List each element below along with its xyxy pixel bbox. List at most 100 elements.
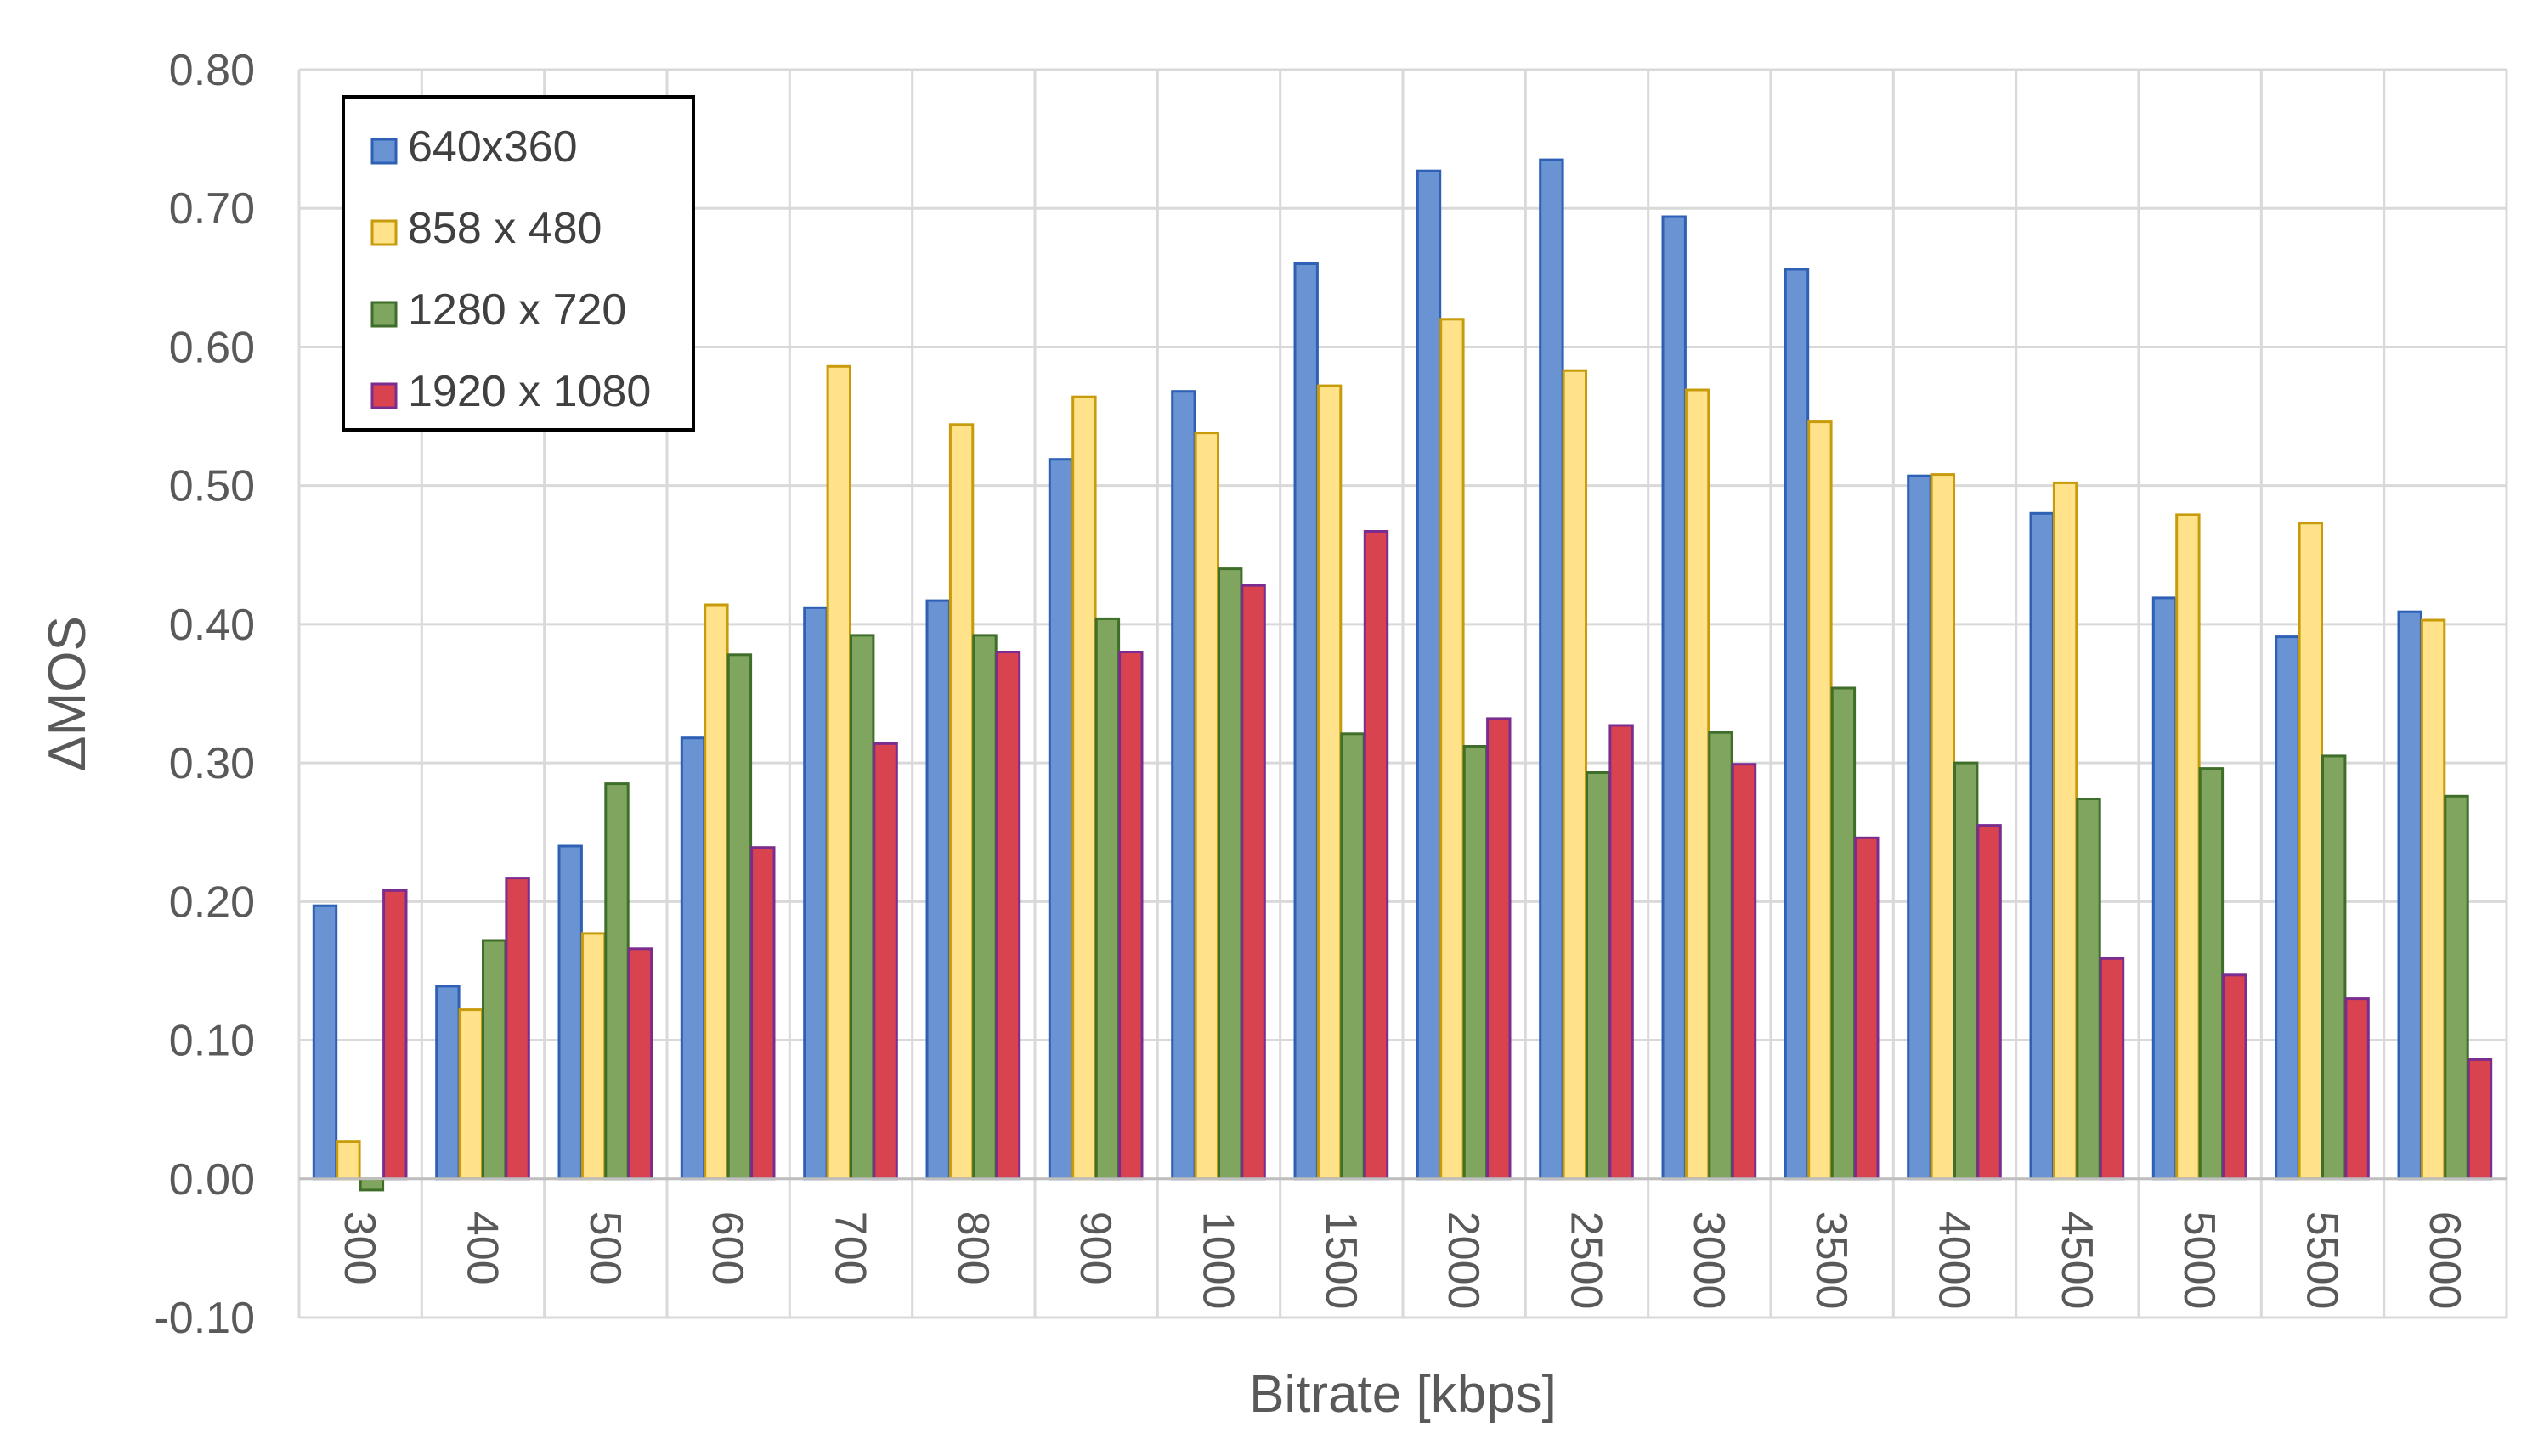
bar bbox=[803, 606, 828, 1181]
bar bbox=[2275, 635, 2300, 1181]
bar bbox=[1539, 158, 1564, 1181]
bar bbox=[1976, 824, 2002, 1181]
bar bbox=[2198, 767, 2225, 1181]
bar bbox=[2344, 997, 2370, 1181]
bar bbox=[1608, 724, 1634, 1181]
x-tick-label: 700 bbox=[826, 1211, 875, 1285]
bar bbox=[336, 1140, 361, 1181]
bar bbox=[995, 651, 1021, 1181]
bar bbox=[1731, 763, 1757, 1181]
bar bbox=[680, 736, 706, 1181]
bar bbox=[1462, 745, 1489, 1181]
bar bbox=[1439, 318, 1465, 1181]
bar bbox=[2052, 481, 2078, 1181]
bar bbox=[627, 947, 653, 1181]
y-tick-label: 0.70 bbox=[169, 184, 255, 234]
bar bbox=[826, 364, 851, 1181]
bar bbox=[2321, 754, 2347, 1181]
x-tick-label: 6000 bbox=[2420, 1211, 2469, 1310]
bar bbox=[604, 782, 630, 1181]
bar bbox=[1194, 432, 1219, 1181]
bar bbox=[2420, 618, 2446, 1181]
x-tick-label: 5000 bbox=[2174, 1211, 2224, 1310]
x-tick-label: 2000 bbox=[1439, 1211, 1488, 1310]
x-tick-label: 600 bbox=[703, 1211, 752, 1285]
bar bbox=[2076, 798, 2101, 1181]
bar bbox=[2099, 957, 2125, 1181]
x-tick-label: 800 bbox=[948, 1211, 998, 1285]
y-tick-label: 0.40 bbox=[169, 601, 255, 650]
x-tick-label: 900 bbox=[1071, 1211, 1120, 1285]
bar bbox=[948, 423, 975, 1181]
bar bbox=[1562, 369, 1587, 1181]
legend-label: 1920 x 1080 bbox=[408, 367, 651, 416]
bar bbox=[1486, 717, 1512, 1181]
bar bbox=[1784, 268, 1810, 1181]
bar bbox=[1316, 384, 1343, 1181]
bar bbox=[1118, 651, 1144, 1181]
bar bbox=[1708, 731, 1733, 1181]
bar bbox=[873, 742, 898, 1181]
legend-swatch bbox=[370, 138, 398, 165]
y-tick-label: 0.60 bbox=[169, 323, 255, 372]
bar bbox=[1907, 474, 1932, 1181]
legend-swatch bbox=[370, 382, 398, 409]
bar bbox=[2222, 973, 2247, 1181]
bar bbox=[2151, 596, 2178, 1181]
y-tick-label: 0.80 bbox=[169, 46, 255, 95]
bar bbox=[1661, 215, 1687, 1181]
bar bbox=[850, 634, 875, 1181]
bar bbox=[1807, 420, 1833, 1181]
bar bbox=[1218, 567, 1243, 1181]
x-tick-label: 3000 bbox=[1684, 1211, 1733, 1310]
x-tick-label: 500 bbox=[580, 1211, 630, 1285]
x-tick-label: 4500 bbox=[2052, 1211, 2101, 1310]
bar bbox=[1363, 530, 1389, 1181]
legend-swatch bbox=[370, 301, 398, 328]
bar bbox=[1340, 732, 1365, 1181]
bar bbox=[2467, 1058, 2493, 1181]
bar bbox=[2029, 511, 2055, 1181]
legend-label: 640x360 bbox=[408, 122, 578, 172]
bar bbox=[925, 599, 951, 1181]
bar bbox=[1854, 836, 1880, 1181]
bar bbox=[1586, 771, 1611, 1181]
bar bbox=[382, 889, 408, 1181]
bar bbox=[1171, 390, 1196, 1181]
bar bbox=[482, 939, 507, 1181]
bar bbox=[458, 1008, 483, 1181]
bar bbox=[1953, 761, 1979, 1181]
y-tick-label: 0.00 bbox=[169, 1155, 255, 1205]
bar bbox=[750, 846, 776, 1181]
bar bbox=[1684, 388, 1710, 1181]
x-tick-label: 300 bbox=[335, 1211, 384, 1285]
legend: 640x360 858 x 480 1280 x 720 1920 x 1080 bbox=[342, 95, 695, 432]
legend-label: 858 x 480 bbox=[408, 204, 602, 253]
x-tick-label: 5500 bbox=[2298, 1211, 2347, 1310]
bar bbox=[972, 634, 998, 1181]
bar bbox=[505, 877, 530, 1181]
bar bbox=[2397, 610, 2422, 1181]
bar bbox=[1094, 617, 1121, 1181]
bar bbox=[557, 844, 583, 1181]
bar bbox=[1930, 473, 1956, 1181]
bar bbox=[1071, 395, 1097, 1181]
y-tick-label: 0.50 bbox=[169, 462, 255, 511]
bar bbox=[312, 904, 338, 1181]
bar bbox=[2298, 522, 2324, 1181]
y-tick-label: 0.20 bbox=[169, 878, 255, 927]
bar bbox=[2175, 513, 2201, 1181]
bar bbox=[1416, 169, 1442, 1181]
bar bbox=[1830, 686, 1857, 1181]
bar bbox=[704, 603, 729, 1181]
bar bbox=[726, 653, 753, 1181]
bar bbox=[359, 1177, 385, 1192]
x-tick-label: 1000 bbox=[1194, 1211, 1243, 1310]
x-tick-label: 2500 bbox=[1562, 1211, 1611, 1310]
x-axis-title: Bitrate [kbps] bbox=[1249, 1365, 1557, 1424]
x-tick-label: 3500 bbox=[1806, 1211, 1856, 1310]
bar bbox=[580, 932, 607, 1181]
y-tick-label: -0.10 bbox=[154, 1294, 255, 1343]
axes: -0.10 0.00 0.10 0.20 0.30 0.40 0.50 0.60 0.70 0.8… bbox=[154, 46, 2507, 1343]
